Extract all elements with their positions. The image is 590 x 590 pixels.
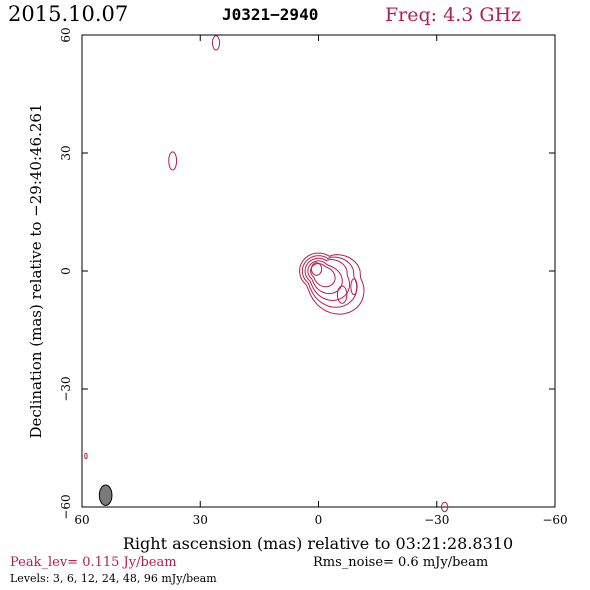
contour-level-24 xyxy=(307,260,343,295)
noise-contour xyxy=(168,151,178,171)
y-tick-label: 60 xyxy=(59,27,73,42)
x-tick-label: 60 xyxy=(74,513,89,527)
contour-level-48 xyxy=(310,262,336,288)
noise-contour xyxy=(211,35,221,51)
noise-contour xyxy=(84,452,88,460)
y-tick-label: −60 xyxy=(59,494,73,519)
noise-contour xyxy=(440,501,449,513)
beam-shape xyxy=(98,484,113,506)
contour-level-96 xyxy=(310,262,323,276)
contour-level-12 xyxy=(304,257,351,302)
y-axis-title: Declination (mas) relative to −29:40:46.… xyxy=(27,103,45,438)
observation-date: 2015.10.07 xyxy=(8,2,128,26)
x-tick-label: −60 xyxy=(542,513,567,527)
x-tick-labels: 60 30 0 −30 −60 xyxy=(74,513,567,527)
y-tick-labels: −60 −30 0 30 60 xyxy=(59,27,73,519)
y-tick-label: 0 xyxy=(59,267,73,275)
source-contours xyxy=(299,252,365,315)
frequency-label: Freq: 4.3 GHz xyxy=(385,4,521,26)
y-tick-label: −30 xyxy=(59,376,73,401)
contour-levels: Levels: 3, 6, 12, 24, 48, 96 mJy/beam xyxy=(10,572,217,585)
contour-level-3 xyxy=(299,252,365,315)
axis-ticks xyxy=(81,34,556,508)
plot-frame xyxy=(81,34,556,508)
x-axis-title: Right ascension (mas) relative to 03:21:… xyxy=(123,534,513,553)
jet-knot-contour xyxy=(350,278,358,296)
x-tick-label: 30 xyxy=(193,513,208,527)
y-tick-label: 30 xyxy=(59,145,73,160)
jet-knot-contour xyxy=(336,285,348,304)
noise-contours xyxy=(84,35,449,513)
x-tick-label: 0 xyxy=(315,513,323,527)
contour-level-6 xyxy=(301,255,358,308)
beam-ellipse xyxy=(98,484,113,506)
peak-level: Peak_lev= 0.115 Jy/beam xyxy=(10,555,177,570)
rms-noise: Rms_noise= 0.6 mJy/beam xyxy=(313,555,488,570)
x-tick-label: −30 xyxy=(424,513,449,527)
source-name: J0321−2940 xyxy=(222,5,318,24)
